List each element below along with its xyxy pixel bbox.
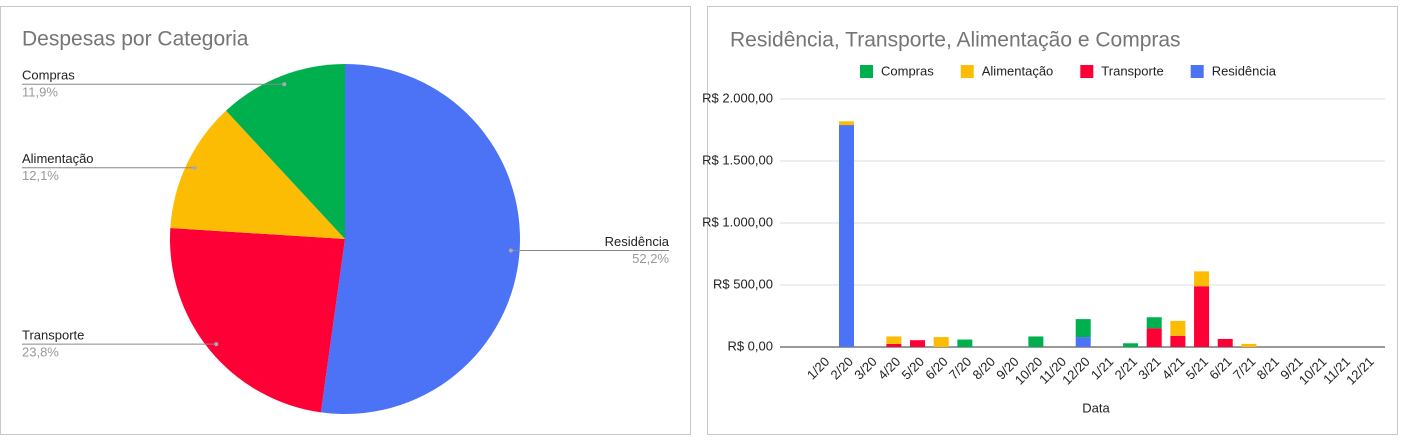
y-tick-label: R$ 500,00 (713, 276, 773, 291)
legend-swatch (1080, 65, 1094, 78)
bar-segment (957, 339, 973, 347)
slice-value-label: 11,9% (22, 85, 58, 100)
leader-dot (508, 248, 513, 253)
legend-label: Residência (1212, 63, 1277, 78)
x-axis-label: Data (1082, 400, 1110, 415)
y-tick-label: R$ 2.000,00 (702, 90, 773, 105)
slice-label: Transporte (22, 328, 84, 343)
bar-segment (1170, 335, 1186, 347)
bar-segment (1170, 320, 1186, 336)
bar-segment (1241, 343, 1257, 347)
bar-segment (1075, 319, 1091, 338)
bar-segment (1194, 286, 1210, 347)
slice-label: Residência (605, 234, 670, 249)
bar-segment (1075, 337, 1091, 347)
pie-slice (169, 228, 345, 413)
bar-segment (910, 340, 926, 347)
panel (707, 6, 1398, 435)
chart-title: Residência, Transporte, Alimentação e Co… (730, 29, 1181, 52)
slice-label: Compras (22, 68, 75, 83)
pie-slice (226, 64, 345, 239)
legend-swatch (860, 65, 873, 78)
slice-value-label: 23,8% (22, 345, 59, 360)
legend-label: Alimentação (982, 63, 1054, 78)
leader-dot (282, 82, 287, 87)
y-tick-label: R$ 1.000,00 (702, 214, 773, 229)
bar-segment (1194, 271, 1210, 287)
bar-segment (1123, 343, 1139, 347)
bar-segment (1028, 336, 1044, 347)
slice-value-label: 52,2% (632, 251, 669, 266)
bar-segment (933, 337, 949, 347)
legend-swatch (960, 65, 974, 78)
legend-label: Compras (881, 63, 934, 78)
bar-segment (839, 125, 855, 347)
legend-label: Transporte (1101, 63, 1163, 78)
leader-dot (214, 342, 219, 347)
y-tick-label: R$ 1.500,00 (702, 152, 773, 167)
pie-slice (170, 110, 345, 239)
bar-segment (1146, 328, 1162, 347)
legend-swatch (1190, 65, 1204, 78)
bar-segment (886, 343, 902, 347)
bar-segment (839, 121, 855, 126)
bar-segment (886, 336, 902, 344)
pie-slice (320, 64, 520, 414)
slice-value-label: 12,1% (22, 168, 59, 183)
slice-label: Alimentação (22, 151, 94, 166)
leader-dot (192, 165, 197, 170)
bar-segment (1146, 317, 1162, 329)
chart-title: Despesas por Categoria (22, 28, 249, 51)
y-tick-label: R$ 0,00 (727, 338, 773, 353)
bar-segment (1217, 338, 1233, 347)
